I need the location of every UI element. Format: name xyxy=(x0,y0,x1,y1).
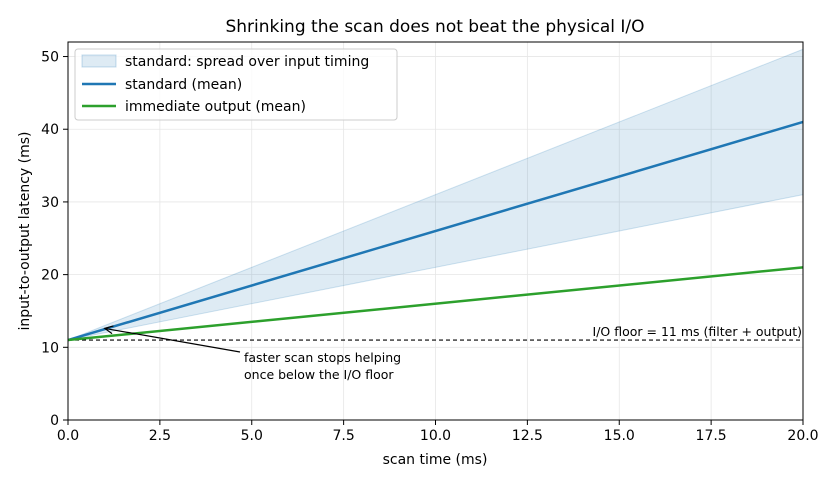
x-tick-label: 17.5 xyxy=(696,428,727,444)
x-tick-label: 2.5 xyxy=(149,428,171,444)
legend: standard: spread over input timing stand… xyxy=(74,48,398,121)
y-tick-label: 30 xyxy=(41,195,59,211)
x-tick-label: 5.0 xyxy=(241,428,263,444)
y-tick-label: 10 xyxy=(41,340,59,356)
y-tick-label: 50 xyxy=(41,50,59,66)
annotation-line-2: once below the I/O floor xyxy=(244,367,394,382)
y-axis-label: input-to-output latency (ms) xyxy=(17,131,33,330)
x-tick-label: 10.0 xyxy=(420,428,451,444)
x-tick-label: 12.5 xyxy=(512,428,543,444)
annotation: faster scan stops helping once below the… xyxy=(103,325,401,382)
chart-title: Shrinking the scan does not beat the phy… xyxy=(225,17,644,37)
x-tick-label: 15.0 xyxy=(604,428,635,444)
series-line-standard xyxy=(67,120,804,342)
x-tick-label: 7.5 xyxy=(332,428,354,444)
legend-swatch-band xyxy=(81,54,117,68)
y-axis-ticks: 0 10 20 30 40 50 xyxy=(41,50,68,429)
series-line-immediate xyxy=(67,266,804,342)
legend-label-immediate: immediate output (mean) xyxy=(125,99,306,115)
x-axis-label: scan time (ms) xyxy=(383,452,488,468)
series-layer xyxy=(67,120,804,342)
y-tick-label: 20 xyxy=(41,268,59,284)
x-tick-label: 20.0 xyxy=(787,428,818,444)
legend-label-band: standard: spread over input timing xyxy=(125,54,369,70)
y-tick-label: 40 xyxy=(41,122,59,138)
legend-label-standard: standard (mean) xyxy=(125,77,242,93)
x-tick-label: 0.0 xyxy=(57,428,79,444)
x-axis-ticks: 0.0 2.5 5.0 7.5 10.0 12.5 15.0 17.5 20.0 xyxy=(57,420,819,444)
y-tick-label: 0 xyxy=(50,413,59,429)
legend-box xyxy=(74,48,398,121)
annotation-line-1: faster scan stops helping xyxy=(244,350,401,365)
annotation-arrow-head xyxy=(103,325,114,335)
io-floor-label: I/O floor = 11 ms (filter + output) xyxy=(593,324,802,339)
annotation-arrow-shaft xyxy=(104,327,241,353)
